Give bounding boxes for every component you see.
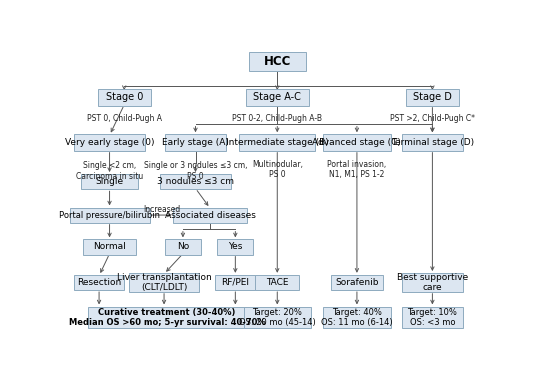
FancyBboxPatch shape <box>239 134 315 151</box>
FancyBboxPatch shape <box>165 239 201 254</box>
Text: Multinodular,
PS 0: Multinodular, PS 0 <box>252 160 303 179</box>
FancyBboxPatch shape <box>402 307 463 328</box>
FancyBboxPatch shape <box>173 207 247 222</box>
Text: Increased: Increased <box>143 205 180 215</box>
Text: Portal pressure/bilirubin: Portal pressure/bilirubin <box>59 211 160 219</box>
FancyBboxPatch shape <box>255 275 300 290</box>
FancyBboxPatch shape <box>83 239 136 254</box>
FancyBboxPatch shape <box>98 89 150 106</box>
FancyBboxPatch shape <box>74 134 146 151</box>
Text: Liver transplantation
(CLT/LDLT): Liver transplantation (CLT/LDLT) <box>117 273 212 292</box>
Text: Single: Single <box>96 177 123 186</box>
Text: Stage D: Stage D <box>413 92 452 103</box>
FancyBboxPatch shape <box>246 89 309 106</box>
FancyBboxPatch shape <box>217 239 253 254</box>
FancyBboxPatch shape <box>406 89 459 106</box>
Text: RF/PEI: RF/PEI <box>221 278 249 287</box>
Text: Terminal stage (D): Terminal stage (D) <box>391 138 474 147</box>
FancyBboxPatch shape <box>331 275 384 290</box>
Text: Advanced stage (C): Advanced stage (C) <box>313 138 401 147</box>
Text: Early stage (A): Early stage (A) <box>162 138 229 147</box>
FancyBboxPatch shape <box>74 275 124 290</box>
Text: Single <2 cm,
Carcinoma in situ: Single <2 cm, Carcinoma in situ <box>76 161 143 181</box>
Text: 3 nodules ≤3 cm: 3 nodules ≤3 cm <box>157 177 234 186</box>
FancyBboxPatch shape <box>402 134 463 151</box>
FancyBboxPatch shape <box>249 52 306 71</box>
Text: PST 0, Child-Pugh A: PST 0, Child-Pugh A <box>87 114 162 123</box>
FancyBboxPatch shape <box>69 207 150 222</box>
Text: TACE: TACE <box>266 278 288 287</box>
FancyBboxPatch shape <box>323 134 391 151</box>
Text: Target: 20%
OS: 20 mo (45-14): Target: 20% OS: 20 mo (45-14) <box>239 308 315 327</box>
Text: Target: 10%
OS: <3 mo: Target: 10% OS: <3 mo <box>407 308 457 327</box>
Text: Stage 0: Stage 0 <box>105 92 143 103</box>
Text: Portal invasion,
N1, M1, PS 1-2: Portal invasion, N1, M1, PS 1-2 <box>327 160 387 179</box>
Text: Best supportive
care: Best supportive care <box>397 273 468 292</box>
FancyBboxPatch shape <box>323 307 391 328</box>
FancyBboxPatch shape <box>88 307 246 328</box>
Text: Single or 3 nodules ≤3 cm,
PS 0: Single or 3 nodules ≤3 cm, PS 0 <box>144 161 247 181</box>
Text: PST >2, Child-Pugh C*: PST >2, Child-Pugh C* <box>390 114 475 123</box>
Text: No: No <box>177 242 189 251</box>
FancyBboxPatch shape <box>165 134 226 151</box>
Text: HCC: HCC <box>263 55 291 68</box>
Text: Yes: Yes <box>228 242 242 251</box>
FancyBboxPatch shape <box>129 273 199 292</box>
FancyBboxPatch shape <box>215 275 255 290</box>
FancyBboxPatch shape <box>243 307 311 328</box>
FancyBboxPatch shape <box>81 174 138 189</box>
Text: Sorafenib: Sorafenib <box>335 278 379 287</box>
Text: Associated diseases: Associated diseases <box>165 211 255 219</box>
Text: Stage A-C: Stage A-C <box>253 92 301 103</box>
Text: Normal: Normal <box>93 242 126 251</box>
Text: Target: 40%
OS: 11 mo (6-14): Target: 40% OS: 11 mo (6-14) <box>321 308 393 327</box>
Text: Curative treatment (30-40%)
Median OS >60 mo; 5-yr survival: 40-70%: Curative treatment (30-40%) Median OS >6… <box>69 308 266 327</box>
Text: Very early stage (0): Very early stage (0) <box>65 138 154 147</box>
FancyBboxPatch shape <box>402 273 463 292</box>
Text: Resection: Resection <box>77 278 121 287</box>
Text: PST 0-2, Child-Pugh A-B: PST 0-2, Child-Pugh A-B <box>232 114 322 123</box>
Text: Intermediate stage (B): Intermediate stage (B) <box>226 138 328 147</box>
FancyBboxPatch shape <box>160 174 232 189</box>
